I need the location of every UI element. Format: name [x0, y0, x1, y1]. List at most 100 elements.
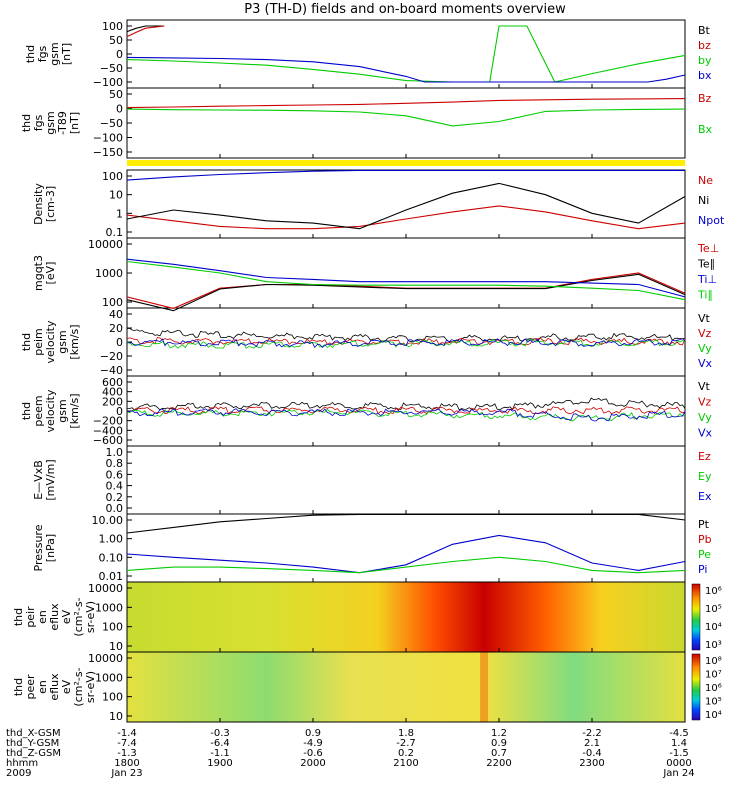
orbit-value: 2200 [486, 758, 511, 769]
y-tick-label: 100 [102, 170, 123, 183]
colorbar-label: 10³ [705, 640, 722, 651]
orbit-row-label: thd_Y-GSM [6, 738, 59, 749]
legend-item: bx [698, 69, 712, 82]
orbit-value: -2.2 [582, 728, 602, 739]
orbit-value: -4.5 [669, 728, 689, 739]
legend-item: Pt [698, 518, 710, 531]
legend-item: Te∥ [697, 258, 715, 271]
series-p8-Pt [126, 513, 686, 534]
y-tick-label: −200 [93, 415, 123, 428]
y-axis-label: thd [12, 608, 25, 626]
y-tick-label: 10.00 [92, 514, 124, 527]
y-axis-label: sr-eV) [84, 671, 97, 703]
y-tick-label: −50 [100, 117, 123, 130]
y-tick-label: 10 [109, 710, 123, 723]
y-axis-label: gsm [56, 330, 69, 353]
y-axis-label: E—VxB [32, 460, 45, 500]
orbit-value: -1.4 [117, 728, 137, 739]
legend-item: Pb [698, 533, 712, 546]
y-axis-label: velocity [44, 389, 57, 432]
legend-item: Ey [698, 470, 712, 483]
orbit-row-label: thd_Z-GSM [6, 748, 61, 759]
y-axis-label: eflux [48, 603, 61, 631]
legend-item: Vt [698, 380, 711, 393]
y-axis-label: mgqt3 [32, 255, 45, 291]
y-axis-label: peim [32, 328, 45, 356]
y-axis-label: en [36, 610, 49, 624]
y-tick-label: 50 [109, 88, 123, 101]
orbit-value: 0.7 [491, 748, 507, 759]
orbit-value: 2.1 [584, 738, 600, 749]
legend-item: Vz [698, 327, 712, 340]
y-tick-label: 40 [109, 308, 123, 321]
orbit-value: -6.4 [210, 738, 230, 749]
colorbar-label: 10⁵ [705, 697, 722, 708]
y-axis-label: [nT] [68, 112, 81, 134]
series-p3-Ni [126, 182, 686, 230]
orbit-value: 1900 [207, 758, 232, 769]
y-axis-label: thd [20, 402, 33, 420]
legend-item: Bt [698, 24, 711, 37]
orbit-value: Jan 24 [662, 768, 694, 779]
orbit-value: -0.3 [210, 728, 230, 739]
panel-frame [126, 237, 686, 309]
panel-frame [126, 19, 686, 89]
panel-frame [126, 445, 686, 515]
y-axis-label: Pressure [32, 524, 45, 571]
legend-item: Bz [698, 92, 712, 105]
series-p3-Npot [126, 169, 685, 181]
legend-item: Bx [698, 123, 713, 136]
y-axis-label: peem [32, 395, 45, 426]
y-axis-label: peir [24, 606, 37, 628]
y-tick-label: −20 [100, 350, 123, 363]
legend-item: Vt [698, 312, 711, 325]
colorbar-label: 10⁸ [705, 656, 722, 667]
orbit-value: -1.3 [117, 748, 137, 759]
legend-item: Vy [698, 411, 712, 424]
legend-item: Ni [698, 194, 709, 207]
y-tick-label: 1 [116, 207, 123, 220]
legend-item: Ez [698, 450, 711, 463]
orbit-value: 0000 [666, 758, 691, 769]
panel-p7: 1.00.80.60.40.20.0 E—VxB [mV/m] Ez Ey Ex [32, 445, 712, 515]
legend-item: Vx [698, 357, 713, 370]
y-axis-label: thd [24, 45, 37, 63]
y-tick-label: 1.0 [106, 446, 124, 459]
y-tick-label: 10 [109, 640, 123, 653]
panel-frame [126, 513, 686, 583]
y-axis-label: [km/s] [68, 393, 81, 428]
y-tick-label: 20 [109, 322, 123, 335]
y-tick-label: 100 [102, 621, 123, 634]
series-p3-Ne [126, 205, 686, 230]
y-tick-label: 0.2 [106, 491, 124, 504]
y-tick-label: 10 [109, 189, 123, 202]
plot-title: P3 (TH-D) fields and on-board moments ov… [244, 2, 566, 17]
y-axis-label: sr-eV) [84, 601, 97, 633]
orbit-value: 2000 [300, 758, 325, 769]
panel-p9: 10000 1000 100 10 thd peir en eflux eV (cm²-s-sr-… [12, 581, 722, 653]
y-tick-label: 10000 [88, 652, 123, 665]
legend-item: Pe [698, 548, 711, 561]
y-tick-label: 200 [102, 395, 123, 408]
orbit-value: 0.9 [491, 738, 507, 749]
y-tick-label: 10000 [88, 238, 123, 251]
y-axis-label: (cm²-s- [72, 597, 85, 636]
orbit-value: -7.4 [117, 738, 137, 749]
legend-item: Ne [698, 174, 713, 187]
y-tick-label: 0.8 [106, 457, 124, 470]
y-axis-label: eV [60, 679, 73, 694]
series-p6-Vx [126, 408, 686, 422]
orbit-value: 0.9 [305, 728, 321, 739]
legend-item: Pi [698, 563, 707, 576]
orbit-value: -0.4 [582, 748, 602, 759]
y-tick-label: 1000 [95, 601, 123, 614]
panel-p10: 10000 1000 100 10 thd peer en eflux eV (cm²-s-sr-… [12, 651, 722, 723]
orbit-row-label: 2009 [6, 768, 31, 779]
series-p5-Vt [126, 327, 685, 343]
panel-p2: 50 0−50 −100−150 thd fgs gsm -T89 [nT] Bz Bx [20, 87, 713, 159]
y-tick-label: −400 [93, 424, 123, 437]
y-axis-label: gsm [56, 399, 69, 422]
series-p4-Ti∥ [126, 260, 686, 301]
y-tick-label: 100 [102, 20, 123, 33]
